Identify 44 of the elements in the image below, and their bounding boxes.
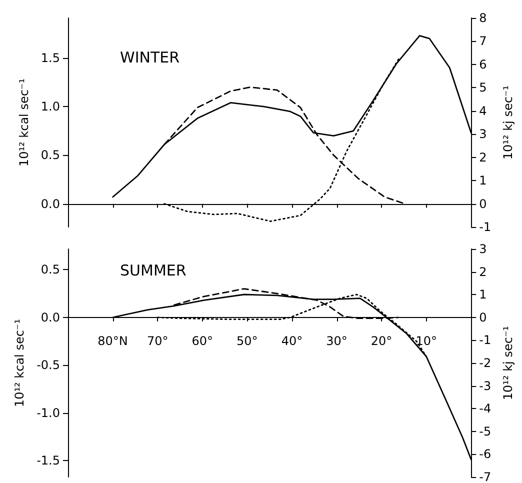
y2-tick-label: -4 [479,402,492,416]
y-axis-title: 10¹² kcal sec⁻¹ [17,78,31,167]
y-tick-label: -1.5 [36,453,60,468]
y2-tick-label: 1 [479,174,487,188]
x-tick-label: 30° [326,334,348,348]
y-tick-label: 0.0 [40,196,60,211]
y2-tick-label: 5 [479,80,487,95]
y2-tick-label: -6 [479,447,492,462]
y2-tick-label: 3 [479,127,487,142]
y2-tick-label: 0 [479,310,487,324]
y2-tick-label: -2 [479,356,492,370]
y2-tick-label: -7 [479,470,492,483]
y2-tick-label: -3 [479,378,492,393]
y2-tick-label: 4 [479,104,487,118]
y-tick-label: 0.0 [40,310,60,324]
y-tick-label: 1.0 [40,100,60,114]
y2-axis-title: 10¹² kj sec⁻¹ [501,85,515,160]
y-tick-label: 0.5 [40,148,60,162]
x-tick-label: 70° [146,334,168,348]
y2-tick-label: 8 [479,11,487,25]
y-axis-title: 10¹² kcal sec⁻¹ [12,318,27,408]
y2-axis-title: 10¹² kj sec⁻¹ [501,326,515,400]
y2-tick-label: 0 [479,196,487,211]
y2-tick-label: 1 [479,288,487,302]
y2-tick-label: -1 [479,333,492,348]
y2-tick-label: 7 [479,34,487,48]
y-tick-label: 0.5 [40,262,60,277]
x-tick-label: 50° [236,334,258,348]
y-tick-label: -0.5 [36,358,60,372]
x-tick-label: 60° [192,334,214,348]
y2-tick-label: -1 [479,220,492,234]
text: SUMMER [120,262,186,280]
x-tick-label: 10° [416,334,437,348]
x-tick-label: 80°N [98,334,128,348]
x-tick-label: 40° [281,334,303,348]
text: WINTER [120,48,180,66]
y2-tick-label: 2 [479,150,487,164]
x-tick-label: 20° [370,334,392,348]
y-tick-label: -1.0 [36,406,60,420]
y2-tick-label: 6 [479,57,487,72]
y-tick-label: 1.5 [40,51,60,66]
y2-tick-label: 3 [479,242,487,256]
y2-tick-label: 2 [479,264,487,279]
y2-tick-label: -5 [479,424,492,438]
